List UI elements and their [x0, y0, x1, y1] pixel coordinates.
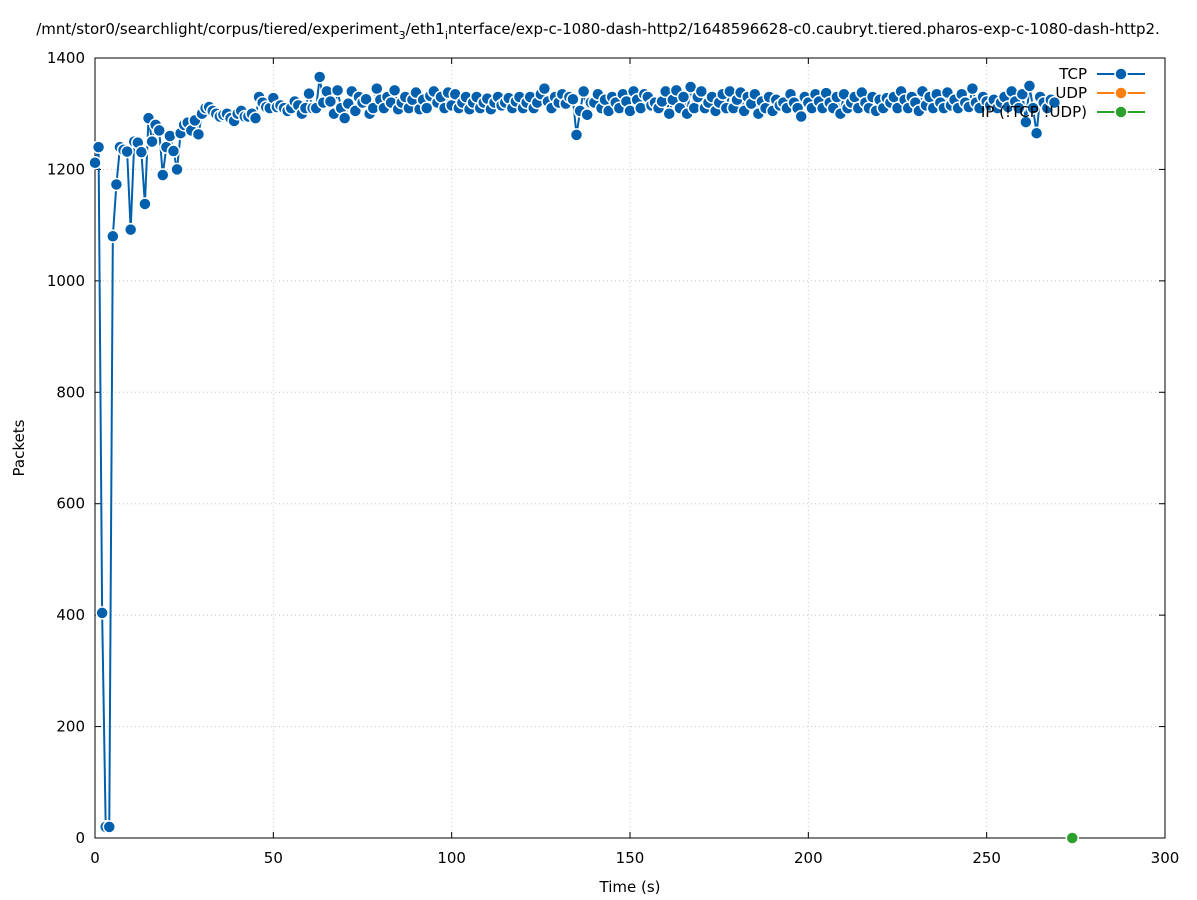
data-point-tcp: [1015, 87, 1030, 101]
data-point-tcp: [138, 197, 152, 211]
data-point-tcp: [102, 820, 117, 834]
y-tick-label: 1000: [47, 272, 85, 290]
x-tick-label: 300: [1151, 849, 1180, 867]
data-point-tcp: [88, 155, 102, 170]
data-point-tcp: [794, 109, 808, 124]
plot-area: [88, 70, 1080, 845]
data-point-tcp: [106, 229, 120, 244]
data-point-tcp: [170, 162, 184, 177]
y-tick-label: 200: [56, 718, 85, 736]
data-point-tcp: [965, 81, 980, 96]
y-tick-label: 1400: [47, 49, 85, 67]
data-point-tcp: [120, 144, 134, 159]
data-point-tcp: [156, 168, 170, 182]
data-point-tcp: [337, 111, 352, 125]
data-point-tcp: [537, 81, 552, 96]
legend-marker-tcp: [1114, 67, 1128, 81]
y-tick-label: 0: [75, 829, 85, 847]
x-tick-label: 250: [972, 849, 1001, 867]
data-point-tcp: [359, 92, 373, 106]
data-point-tcp: [348, 104, 363, 118]
data-point-tcp: [387, 83, 402, 98]
data-point-tcp: [109, 177, 124, 192]
data-point-tcp: [191, 127, 206, 142]
legend-marker-udp: [1114, 86, 1128, 100]
series-ip-tcp-udp: [1065, 831, 1080, 845]
data-point-tcp: [123, 222, 138, 237]
data-point-tcp: [370, 81, 384, 96]
chart-title: /mnt/stor0/searchlight/corpus/tiered/exp…: [36, 20, 1160, 42]
data-point-tcp: [152, 123, 166, 138]
x-tick-label: 200: [794, 849, 823, 867]
data-point-tcp: [676, 90, 691, 104]
data-point-tcp: [576, 84, 591, 99]
legend-label-tcp: TCP: [1058, 65, 1087, 83]
legend-label-ip-tcp-udp: IP (!TCP !UDP): [981, 103, 1087, 121]
data-point-ip-tcp-udp: [1065, 831, 1080, 845]
legend-label-udp: UDP: [1055, 84, 1087, 102]
data-point-tcp: [580, 108, 594, 122]
data-point-tcp: [145, 134, 159, 149]
data-point-tcp: [419, 101, 434, 115]
data-point-tcp: [134, 145, 149, 159]
data-point-tcp: [95, 606, 109, 620]
data-point-tcp: [566, 92, 580, 106]
data-point-tcp: [1029, 126, 1044, 140]
x-tick-label: 50: [264, 849, 283, 867]
x-axis-label: Time (s): [599, 878, 661, 896]
legend-marker-ip-tcp-udp: [1114, 105, 1128, 119]
y-axis-label: Packets: [10, 419, 28, 476]
data-point-tcp: [1047, 95, 1062, 110]
data-point-tcp: [330, 83, 345, 98]
data-point-tcp: [302, 86, 316, 101]
data-point-tcp: [662, 106, 676, 121]
data-point-tcp: [248, 111, 263, 125]
data-point-tcp: [694, 84, 709, 99]
data-point-tcp: [91, 140, 106, 154]
y-tick-label: 600: [56, 495, 85, 513]
data-point-tcp: [569, 128, 584, 142]
x-tick-label: 150: [616, 849, 645, 867]
grid: [95, 58, 1165, 838]
data-point-tcp: [166, 144, 181, 158]
data-point-tcp: [1012, 101, 1026, 115]
axes: 0 50 100 150 200 250 300 0 200 400 600 800 1000 1200 1…: [47, 49, 1180, 867]
y-tick-label: 400: [56, 606, 85, 624]
series-line-tcp: [94, 76, 1056, 828]
data-point-tcp: [323, 94, 338, 109]
data-point-tcp: [1019, 115, 1033, 129]
y-tick-label: 1200: [47, 160, 85, 178]
data-point-tcp: [1022, 79, 1037, 93]
x-tick-label: 0: [90, 849, 100, 867]
data-point-tcp: [312, 70, 327, 84]
series-tcp: [88, 70, 1062, 834]
x-tick-label: 100: [437, 849, 466, 867]
data-point-tcp: [1026, 101, 1040, 115]
y-tick-label: 800: [56, 383, 85, 401]
